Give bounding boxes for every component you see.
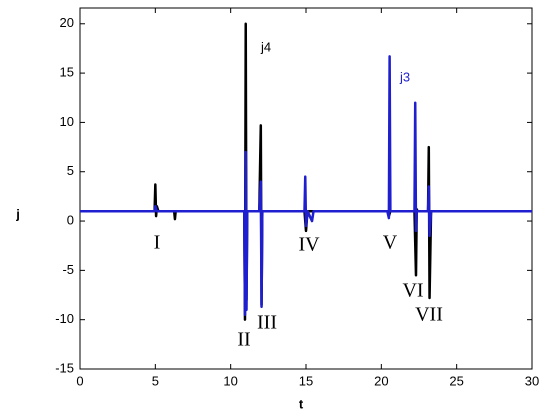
y-axis-label: j (15, 206, 20, 221)
x-tick-label: 5 (152, 373, 159, 388)
x-tick-label: 20 (374, 373, 388, 388)
x-axis-label: t (299, 396, 304, 411)
series-label: j3 (399, 69, 410, 84)
y-tick-label: 0 (67, 212, 74, 227)
annotation: I (154, 232, 161, 254)
x-tick-label: 15 (299, 373, 313, 388)
series-label: j4 (260, 39, 271, 54)
y-tick-label: 10 (60, 114, 74, 129)
annotation: III (257, 312, 277, 334)
y-tick-label: -10 (55, 311, 74, 326)
series-line (80, 55, 532, 316)
y-tick-label: 20 (60, 15, 74, 30)
annotation: II (237, 329, 250, 351)
x-tick-label: 10 (223, 373, 237, 388)
x-tick-label: 25 (449, 373, 463, 388)
x-tick-label: 30 (525, 373, 539, 388)
y-tick-label: -5 (62, 262, 74, 277)
annotation: V (383, 232, 398, 254)
annotation: VII (415, 304, 443, 326)
y-tick-label: 5 (67, 163, 74, 178)
annotation: IV (298, 234, 320, 256)
y-tick-label: -15 (55, 360, 74, 375)
y-tick-label: 15 (60, 65, 74, 80)
annotation: VI (402, 280, 423, 302)
x-tick-label: 0 (76, 373, 83, 388)
